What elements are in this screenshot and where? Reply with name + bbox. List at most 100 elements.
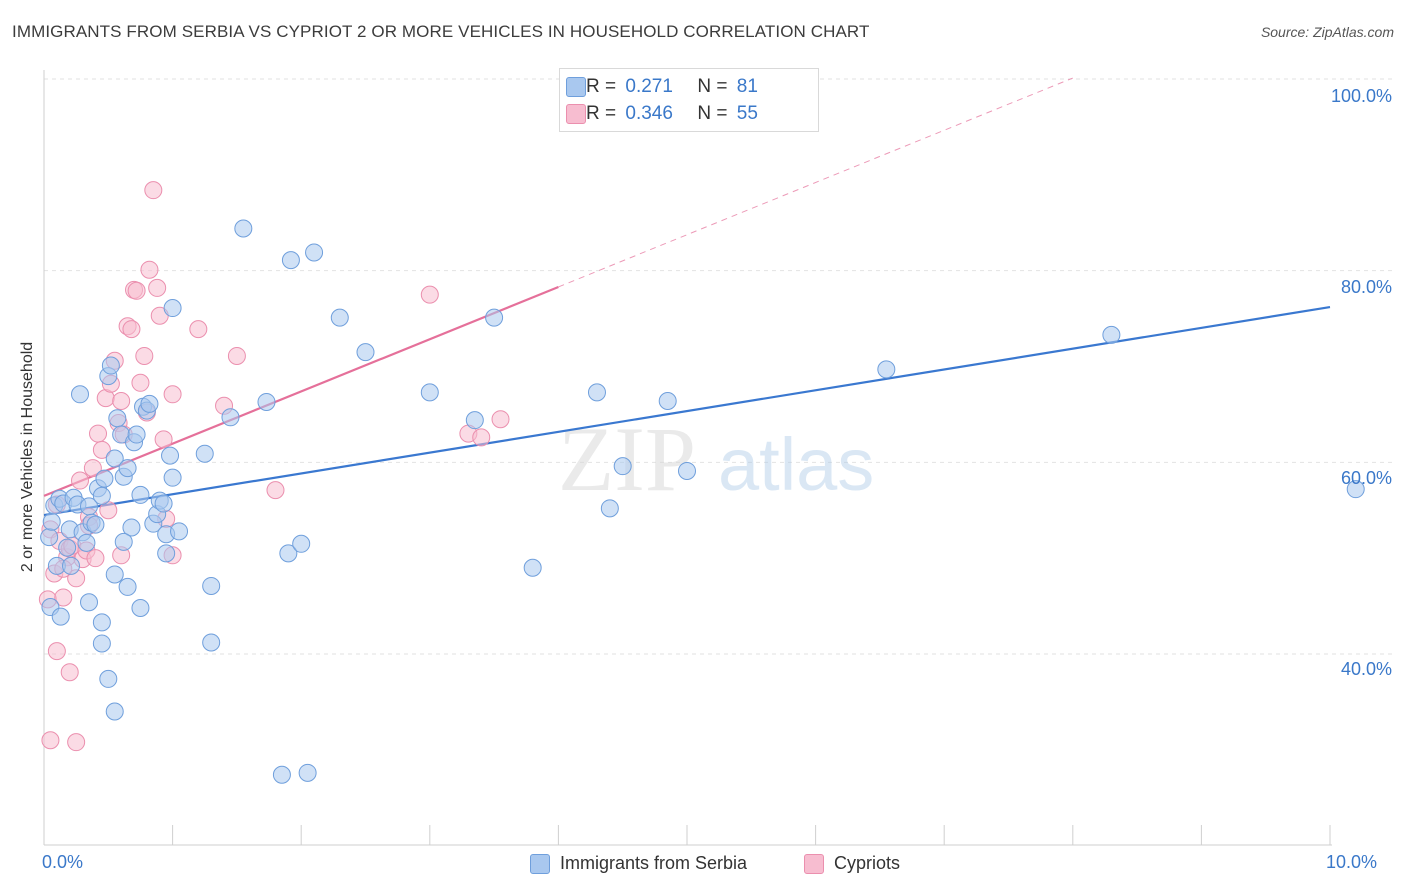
cypriot-swatch <box>566 104 586 124</box>
cypriot-point <box>83 459 102 478</box>
serbia-legend-swatch <box>530 853 550 874</box>
serbia-swatch <box>566 77 586 97</box>
watermark-atlas: atlas <box>718 423 874 506</box>
cypriot-point <box>86 549 105 568</box>
cypriot-point <box>491 410 510 429</box>
serbia-point <box>877 360 896 379</box>
serbia-point <box>51 607 70 626</box>
serbia-point <box>202 576 221 595</box>
r-value: 0.271 <box>625 76 673 97</box>
cypriot-point <box>472 428 491 447</box>
cypriot-point <box>144 181 163 200</box>
serbia-point <box>58 538 77 557</box>
cypriot-point <box>420 285 439 304</box>
serbia-point <box>122 518 141 537</box>
serbia-point <box>77 533 96 552</box>
n-value: 55 <box>736 103 758 124</box>
serbia-point <box>221 408 240 427</box>
serbia-legend-label: Immigrants from Serbia <box>560 853 748 873</box>
serbia-point <box>202 633 221 652</box>
serbia-point <box>118 577 137 596</box>
serbia-point <box>99 669 118 688</box>
serbia-point <box>92 613 111 632</box>
serbia-point <box>330 308 349 327</box>
serbia-point <box>131 599 150 617</box>
serbia-point <box>485 308 504 327</box>
cypriot-point <box>154 430 173 449</box>
source-label: Source: ZipAtlas.com <box>1260 24 1394 40</box>
x-tick-label-max: 10.0% <box>1326 852 1378 872</box>
cypriot-point <box>227 346 246 365</box>
r-label: R = <box>586 103 622 124</box>
serbia-point <box>292 534 311 553</box>
cypriot-point <box>189 320 208 339</box>
serbia-point <box>257 392 276 411</box>
serbia-point <box>92 634 111 653</box>
cypriot-point <box>41 731 60 750</box>
y-tick-label-60: 60.0% <box>1340 468 1392 488</box>
serbia-point <box>131 485 150 504</box>
cypriot-point <box>148 278 167 297</box>
serbia-point <box>234 219 253 238</box>
cypriot-point <box>127 281 146 300</box>
r-label: R = <box>586 76 622 97</box>
cypriot-point <box>89 424 108 443</box>
serbia-point <box>305 243 324 262</box>
serbia-point <box>92 486 111 505</box>
serbia-point <box>465 411 484 430</box>
serbia-point <box>163 468 182 487</box>
serbia-point <box>105 565 124 584</box>
y-tick-label-80: 80.0% <box>1340 277 1392 297</box>
serbia-point <box>127 425 146 444</box>
cypriot-point <box>92 440 111 459</box>
serbia-point <box>95 469 114 488</box>
serbia-point <box>281 251 300 270</box>
serbia-point <box>600 499 619 518</box>
legend-item-serbia: Immigrants from Serbia <box>530 853 747 874</box>
cypriot-point <box>112 392 131 410</box>
serbia-point <box>272 765 291 784</box>
serbia-point <box>157 544 176 563</box>
serbia-point <box>678 461 696 480</box>
serbia-point <box>170 522 189 541</box>
cypriot-point <box>54 588 73 607</box>
cypriot-point <box>266 481 285 500</box>
legend-row-serbia: R = 0.271 N = 81 <box>566 76 758 98</box>
cypriot-point <box>47 642 66 661</box>
serbia-point <box>42 512 61 531</box>
serbia-point <box>114 532 133 551</box>
serbia-point <box>356 343 375 362</box>
cypriot-point <box>67 733 86 752</box>
serbia-point <box>1102 325 1121 344</box>
serbia-point <box>118 459 137 478</box>
x-tick-label-min: 0.0% <box>42 852 84 872</box>
serbia-point <box>140 394 159 413</box>
cypriot-point <box>60 663 79 682</box>
serbia-point <box>613 457 632 476</box>
cypriot-point <box>163 385 182 404</box>
serbia-point <box>108 409 127 428</box>
cypriot-point <box>131 373 150 392</box>
r-value: 0.346 <box>625 103 673 124</box>
serbia-point <box>62 556 81 575</box>
serbia-point <box>523 558 542 577</box>
serbia-point <box>71 385 90 404</box>
serbia-point <box>298 763 317 782</box>
serbia-points <box>40 219 1365 784</box>
cypriot-trend-extension <box>558 77 1073 288</box>
serbia-point <box>587 383 606 402</box>
serbia-point <box>195 444 214 463</box>
watermark: ZIP atlas <box>558 408 874 510</box>
cypriot-legend-label: Cypriots <box>834 853 901 873</box>
axes <box>43 70 1332 846</box>
serbia-point <box>40 528 59 547</box>
n-label: N = <box>697 103 733 124</box>
n-value: 81 <box>736 76 758 97</box>
serbia-point <box>105 449 124 468</box>
gridlines <box>44 78 1393 655</box>
legend-row-cypriot: R = 0.346 N = 55 <box>566 103 758 125</box>
serbia-point <box>154 494 173 513</box>
cypriot-point <box>122 320 141 339</box>
cypriot-point <box>71 471 90 490</box>
